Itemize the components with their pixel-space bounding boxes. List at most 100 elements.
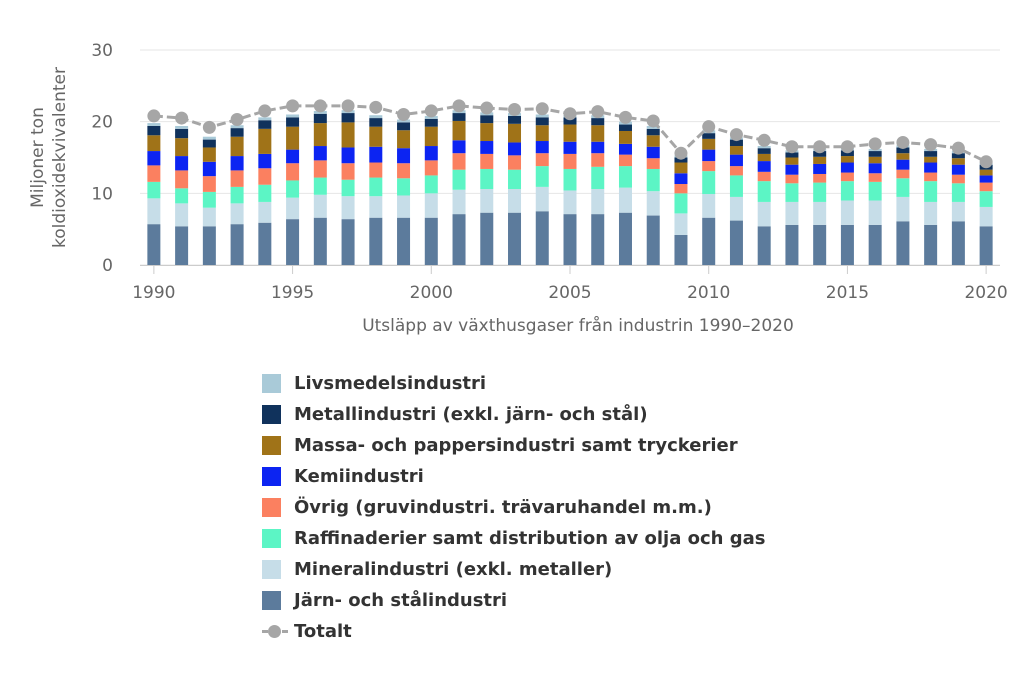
bar-segment[interactable] bbox=[840, 224, 854, 265]
bar-segment[interactable] bbox=[341, 113, 355, 123]
bar-segment[interactable] bbox=[535, 141, 549, 154]
bar-segment[interactable] bbox=[951, 164, 965, 175]
bar-segment[interactable] bbox=[147, 123, 161, 126]
bar-segment[interactable] bbox=[175, 138, 189, 157]
bar-segment[interactable] bbox=[563, 124, 577, 142]
bar-segment[interactable] bbox=[813, 224, 827, 265]
bar-segment[interactable] bbox=[702, 138, 716, 150]
bar-segment[interactable] bbox=[341, 219, 355, 265]
bar-segment[interactable] bbox=[424, 175, 438, 194]
bar-segment[interactable] bbox=[147, 151, 161, 166]
bar-segment[interactable] bbox=[840, 200, 854, 225]
legend-item[interactable]: Totalt bbox=[262, 616, 766, 647]
bar-segment[interactable] bbox=[646, 128, 660, 136]
bar-segment[interactable] bbox=[646, 135, 660, 147]
bar-segment[interactable] bbox=[369, 217, 383, 265]
bar-segment[interactable] bbox=[951, 174, 965, 184]
total-point[interactable] bbox=[508, 102, 522, 116]
bar-segment[interactable] bbox=[535, 114, 549, 118]
total-point[interactable] bbox=[924, 138, 938, 152]
bar-segment[interactable] bbox=[868, 173, 882, 182]
bar-segment[interactable] bbox=[757, 146, 771, 149]
bar-segment[interactable] bbox=[424, 146, 438, 161]
bar-segment[interactable] bbox=[369, 177, 383, 197]
bar-segment[interactable] bbox=[924, 156, 938, 163]
total-point[interactable] bbox=[896, 135, 910, 149]
bar-segment[interactable] bbox=[452, 189, 466, 215]
bar-segment[interactable] bbox=[868, 163, 882, 174]
bar-segment[interactable] bbox=[924, 162, 938, 173]
bar-segment[interactable] bbox=[646, 168, 660, 192]
bar-segment[interactable] bbox=[840, 172, 854, 182]
total-point[interactable] bbox=[563, 107, 577, 121]
bar-segment[interactable] bbox=[979, 191, 993, 207]
legend-item[interactable]: Övrig (gruvindustri. trävaruhandel m.m.) bbox=[262, 492, 766, 523]
bar-segment[interactable] bbox=[729, 139, 743, 147]
bar-segment[interactable] bbox=[313, 194, 327, 218]
bar-segment[interactable] bbox=[258, 222, 272, 265]
bar-segment[interactable] bbox=[480, 115, 494, 124]
total-point[interactable] bbox=[840, 140, 854, 154]
bar-segment[interactable] bbox=[175, 203, 189, 227]
bar-segment[interactable] bbox=[729, 175, 743, 197]
bar-segment[interactable] bbox=[313, 146, 327, 161]
bar-segment[interactable] bbox=[397, 217, 411, 265]
total-point[interactable] bbox=[868, 137, 882, 151]
bar-segment[interactable] bbox=[813, 173, 827, 183]
bar-segment[interactable] bbox=[840, 162, 854, 173]
bar-segment[interactable] bbox=[175, 125, 189, 129]
bar-segment[interactable] bbox=[535, 125, 549, 142]
bar-segment[interactable] bbox=[674, 162, 688, 174]
bar-segment[interactable] bbox=[813, 151, 827, 157]
bar-segment[interactable] bbox=[563, 141, 577, 154]
bar-segment[interactable] bbox=[202, 207, 216, 227]
bar-segment[interactable] bbox=[286, 126, 300, 150]
total-point[interactable] bbox=[286, 99, 300, 113]
bar-segment[interactable] bbox=[591, 153, 605, 167]
bar-segment[interactable] bbox=[286, 219, 300, 265]
bar-segment[interactable] bbox=[230, 125, 244, 129]
bar-segment[interactable] bbox=[508, 212, 522, 265]
bar-segment[interactable] bbox=[702, 133, 716, 139]
total-point[interactable] bbox=[202, 120, 216, 134]
bar-segment[interactable] bbox=[313, 217, 327, 265]
bar-segment[interactable] bbox=[480, 168, 494, 190]
bar-segment[interactable] bbox=[702, 217, 716, 265]
bar-segment[interactable] bbox=[535, 211, 549, 265]
bar-segment[interactable] bbox=[785, 152, 799, 158]
bar-segment[interactable] bbox=[951, 221, 965, 265]
bar-segment[interactable] bbox=[591, 189, 605, 215]
legend-item[interactable]: Mineralindustri (exkl. metaller) bbox=[262, 554, 766, 585]
total-point[interactable] bbox=[729, 128, 743, 142]
bar-segment[interactable] bbox=[729, 166, 743, 176]
bar-segment[interactable] bbox=[147, 198, 161, 225]
bar-segment[interactable] bbox=[258, 128, 272, 154]
bar-segment[interactable] bbox=[341, 122, 355, 148]
bar-segment[interactable] bbox=[674, 213, 688, 235]
legend-item[interactable]: Massa- och pappersindustri samt tryckeri… bbox=[262, 430, 766, 461]
bar-segment[interactable] bbox=[979, 175, 993, 183]
bar-segment[interactable] bbox=[618, 166, 632, 188]
bar-segment[interactable] bbox=[230, 136, 244, 157]
bar-segment[interactable] bbox=[757, 226, 771, 265]
total-point[interactable] bbox=[397, 108, 411, 121]
bar-segment[interactable] bbox=[896, 169, 910, 179]
total-point[interactable] bbox=[757, 133, 771, 147]
bar-segment[interactable] bbox=[896, 153, 910, 160]
total-point[interactable] bbox=[452, 99, 466, 113]
bar-segment[interactable] bbox=[618, 212, 632, 265]
legend-item[interactable]: Kemiindustri bbox=[262, 461, 766, 492]
total-point[interactable] bbox=[785, 140, 799, 154]
bar-segment[interactable] bbox=[230, 224, 244, 265]
total-point[interactable] bbox=[646, 114, 660, 128]
bar-segment[interactable] bbox=[147, 135, 161, 152]
bar-segment[interactable] bbox=[618, 154, 632, 167]
total-point[interactable] bbox=[313, 99, 327, 113]
bar-segment[interactable] bbox=[618, 187, 632, 213]
bar-segment[interactable] bbox=[646, 215, 660, 265]
bar-segment[interactable] bbox=[757, 161, 771, 172]
total-point[interactable] bbox=[424, 104, 438, 118]
bar-segment[interactable] bbox=[480, 189, 494, 213]
legend-item[interactable]: Metallindustri (exkl. järn- och stål) bbox=[262, 399, 766, 430]
bar-segment[interactable] bbox=[452, 120, 466, 141]
